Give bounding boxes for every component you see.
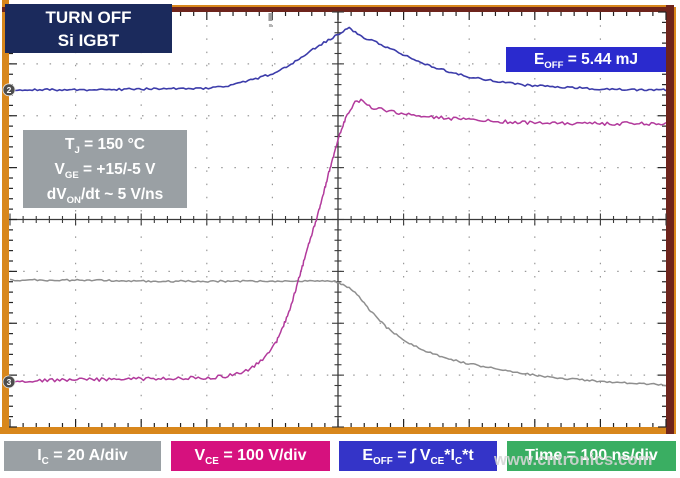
device-title-box: TURN OFF Si IGBT	[5, 4, 172, 53]
device-title-line1: TURN OFF	[45, 8, 132, 27]
svg-text:3: 3	[7, 377, 12, 387]
condition-dvdt: dVON/dt ~ 5 V/ns	[46, 186, 164, 207]
legend-ic: IC = 20 A/div	[4, 441, 161, 471]
scope-canvas: 23	[0, 0, 676, 434]
svg-text:2: 2	[7, 85, 12, 95]
test-conditions-box: TJ = 150 °C VGE = +15/-5 V dVON/dt ~ 5 V…	[23, 130, 187, 208]
eoff-value-badge: EOFF = 5.44 mJ	[506, 47, 666, 72]
legend-eoff: EOFF = ∫ VCE*IC*t	[339, 441, 497, 471]
legend-vce: VCE = 100 V/div	[171, 441, 330, 471]
device-title-line2: Si IGBT	[57, 31, 120, 50]
condition-tj: TJ = 150 °C	[64, 136, 146, 157]
legend-time: Time = 100 ns/div	[507, 441, 676, 471]
condition-vge: VGE = +15/-5 V	[54, 161, 156, 182]
